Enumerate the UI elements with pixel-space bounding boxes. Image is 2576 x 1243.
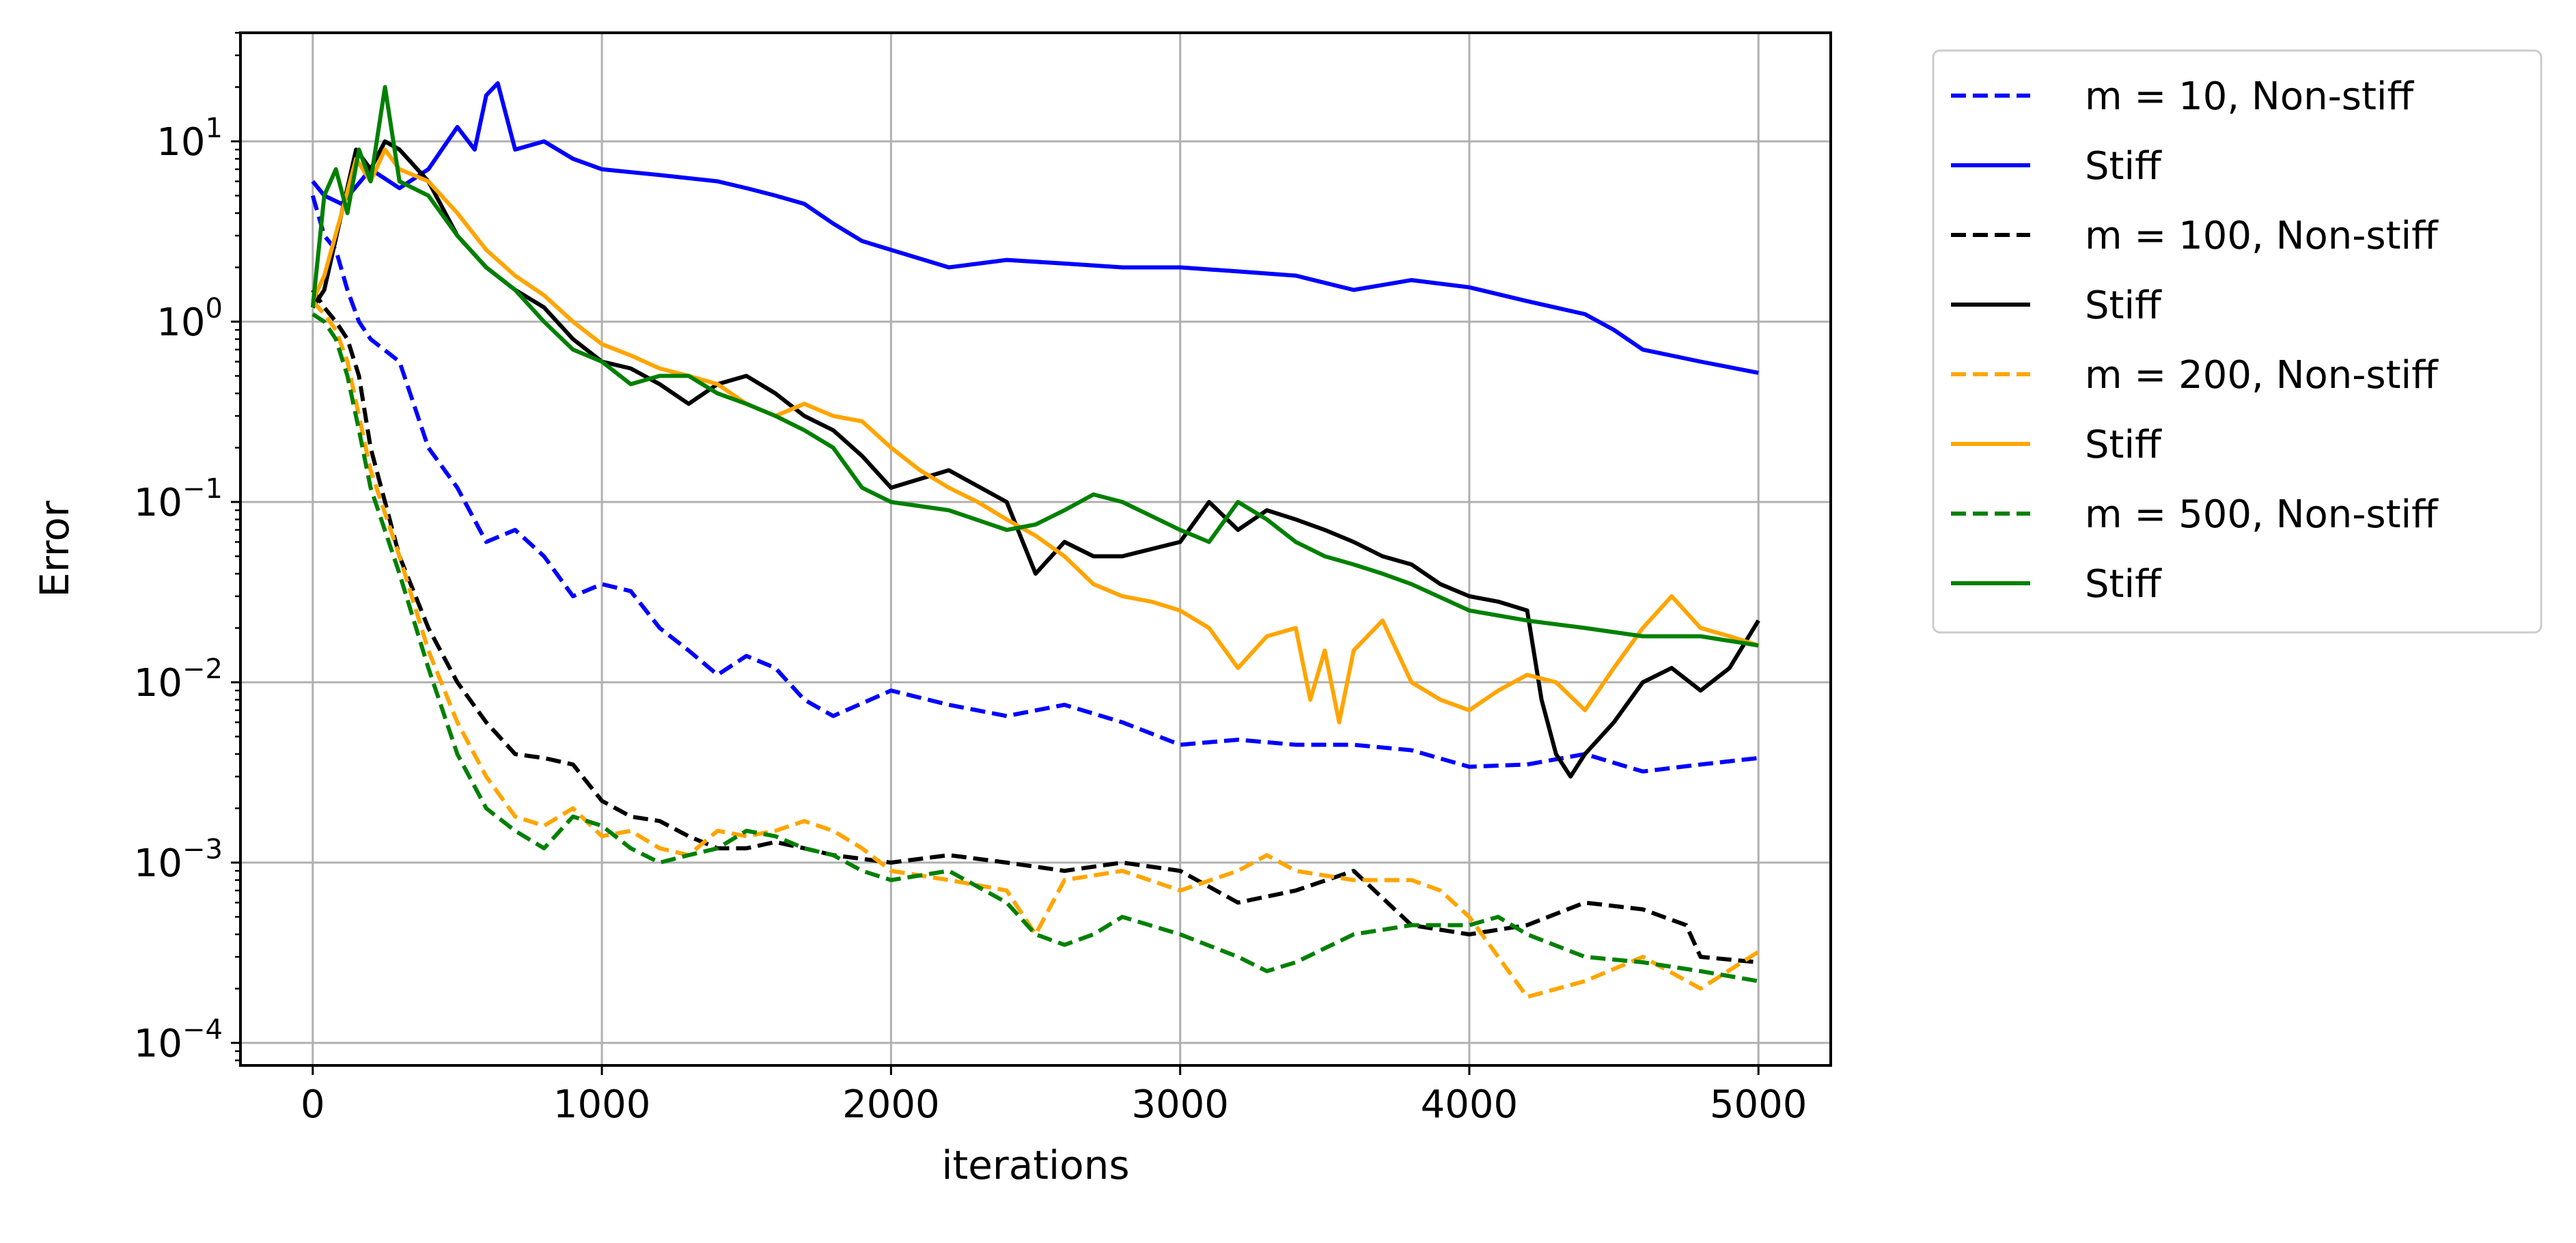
- legend-entry-label: Stiff: [2085, 144, 2162, 188]
- y-tick-exponent: −3: [182, 834, 223, 865]
- x-tick-label: 4000: [1421, 1083, 1519, 1127]
- legend-frame: [1932, 49, 2543, 634]
- x-tick-label: 5000: [1710, 1083, 1808, 1127]
- y-tick-label: 10−3: [134, 834, 223, 886]
- series-line-1: [311, 81, 1759, 375]
- plot-frame: [239, 31, 1832, 1067]
- x-tick-label: 1000: [553, 1083, 651, 1127]
- y-tick-base: 10: [134, 1022, 182, 1066]
- y-tick-label: 10−2: [134, 654, 223, 706]
- legend-entry-label: Stiff: [2085, 423, 2162, 467]
- legend-entry-label: m = 10, Non-stiff: [2085, 74, 2414, 119]
- y-tick-base: 10: [156, 301, 205, 345]
- legend-entry-label: m = 100, Non-stiff: [2085, 214, 2439, 258]
- y-tick-base: 10: [156, 120, 205, 165]
- y-tick-exponent: 0: [206, 293, 223, 324]
- series-line-6: [311, 312, 1759, 983]
- y-tick-label: 10−1: [134, 473, 223, 525]
- ticks: 0 1000 2000 3000 4000 500010−410−310−210−1100…: [134, 31, 1808, 1127]
- y-tick-base: 10: [134, 481, 182, 525]
- y-axis-label: Error: [31, 501, 78, 598]
- y-tick-base: 10: [134, 841, 182, 886]
- legend-entry-label: Stiff: [2085, 283, 2162, 328]
- legend-entry-label: Stiff: [2085, 562, 2162, 606]
- series-group: [310, 81, 1760, 999]
- y-tick-label: 100: [156, 293, 223, 345]
- y-tick-exponent: 1: [206, 113, 223, 144]
- legend-entry-label: m = 200, Non-stiff: [2085, 353, 2439, 397]
- series-line-4: [311, 299, 1760, 999]
- legend-entry-label: m = 500, Non-stiff: [2085, 492, 2439, 537]
- y-tick-exponent: −2: [182, 654, 223, 685]
- y-tick-exponent: −1: [182, 473, 223, 505]
- y-tick-label: 10−4: [134, 1014, 223, 1066]
- series-line-7: [310, 85, 1759, 648]
- series-line-0: [310, 195, 1759, 774]
- y-tick-base: 10: [134, 661, 182, 706]
- grid: [240, 33, 1831, 1065]
- x-tick-label: 0: [301, 1083, 325, 1127]
- x-tick-label: 3000: [1131, 1083, 1229, 1127]
- x-tick-label: 2000: [842, 1083, 940, 1127]
- legend: m = 10, Non-stiff Stiff m = 100, Non-stiff…: [1932, 49, 2543, 634]
- y-tick-label: 101: [156, 113, 223, 165]
- series-line-2: [311, 288, 1759, 964]
- x-axis-label: iterations: [941, 1142, 1129, 1188]
- y-tick-exponent: −4: [182, 1014, 223, 1046]
